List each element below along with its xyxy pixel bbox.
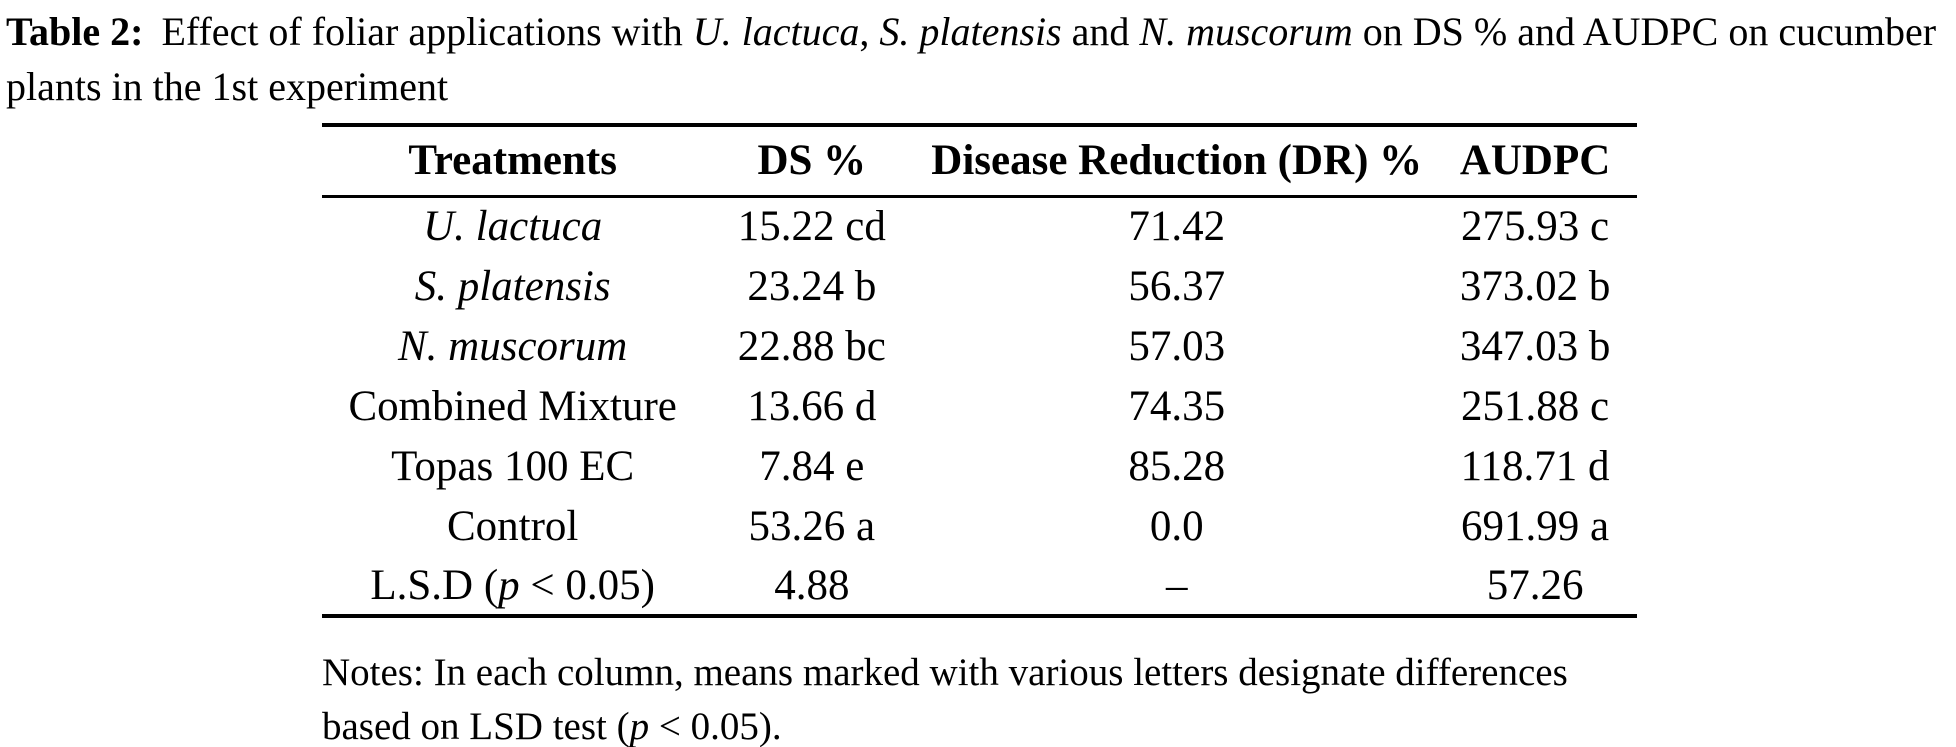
treatment-cell: Topas 100 EC [322,436,703,496]
table-row: L.S.D (p < 0.05) 4.88 – 57.26 [322,556,1637,616]
table-caption-text: Effect of foliar applications with U. la… [6,9,1936,109]
text-segment: on DS % and AUDPC on cucumber plants in … [6,9,1937,109]
text-segment: and [1061,9,1140,54]
table-row: N. muscorum 22.88 bc 57.03 347.03 b [322,316,1637,376]
text-segment: Effect of foliar applications with [161,9,693,54]
value-cell: 691.99 a [1461,502,1610,550]
value-cell: 23.24 b [747,262,877,310]
value-cell: 53.26 a [748,502,876,550]
table-head: Treatments DS % Disease Reduction (DR) % AU… [322,125,1637,196]
value-cell: 57.03 [1128,322,1226,370]
value-cell: 347.03 b [1459,322,1611,370]
text-segment: , [859,9,880,54]
column-header: Treatments [408,137,617,185]
table-row: Topas 100 EC 7.84 e 85.28 118.71 d [322,436,1637,496]
table-row: Control 53.26 a 0.0 691.99 a [322,496,1637,556]
table-caption-label: Table 2: [6,9,144,54]
text-segment: < 0.05) [519,561,655,609]
value-cell: 118.71 d [1460,442,1610,490]
column-header: DS % [757,137,867,185]
text-segment: Control [446,502,579,550]
table-notes: Notes: In each column, means marked with… [322,646,1652,747]
treatment-cell: L.S.D (p < 0.05) [322,556,703,616]
value-cell: 71.42 [1128,203,1226,251]
text-segment: Combined Mixture [348,382,677,430]
treatment-cell: Control [322,496,703,556]
table-row: U. lactuca 15.22 cd 71.42 275.93 c [322,196,1637,256]
value-cell: 4.88 [774,561,850,609]
treatment-cell: Combined Mixture [322,376,703,436]
table-body: U. lactuca 15.22 cd 71.42 275.93 c S. platen… [322,196,1637,616]
text-segment: S. platensis [414,262,611,310]
value-cell: 251.88 c [1461,382,1610,430]
text-segment: U. lactuca [692,9,860,54]
header-row: Treatments DS % Disease Reduction (DR) % AU… [322,125,1637,196]
table-caption: Table 2: Effect of foliar applications wi… [6,4,1948,114]
table-row: Combined Mixture 13.66 d 74.35 251.88 c [322,376,1637,436]
text-segment: p [498,561,520,609]
treatment-cell: S. platensis [322,256,703,316]
value-cell: 275.93 c [1461,203,1610,251]
treatment-cell: N. muscorum [322,316,703,376]
value-cell: – [1165,561,1188,609]
text-segment: < 0.05). [649,705,782,747]
results-table: Treatments DS % Disease Reduction (DR) % AU… [322,123,1637,618]
text-segment: U. lactuca [423,203,603,251]
text-segment: S. platensis [879,9,1062,54]
value-cell: 85.28 [1128,442,1226,490]
treatment-cell: U. lactuca [322,196,703,256]
column-header: Disease Reduction (DR) % [931,137,1423,185]
value-cell: 56.37 [1128,262,1226,310]
text-segment: L.S.D ( [370,561,499,609]
value-cell: 15.22 cd [737,203,886,251]
value-cell: 22.88 bc [737,322,886,370]
text-segment: Topas 100 EC [391,442,635,490]
table-row: S. platensis 23.24 b 56.37 373.02 b [322,256,1637,316]
value-cell: 0.0 [1149,502,1204,550]
text-segment: p [629,705,650,747]
value-cell: 74.35 [1128,382,1226,430]
value-cell: 373.02 b [1459,262,1611,310]
value-cell: 57.26 [1486,561,1584,609]
text-segment: Notes: In each column, means marked with… [322,651,1568,747]
column-header: AUDPC [1459,137,1611,185]
text-segment: N. muscorum [398,322,628,370]
text-segment: N. muscorum [1139,9,1353,54]
value-cell: 7.84 e [759,442,865,490]
value-cell: 13.66 d [747,382,877,430]
